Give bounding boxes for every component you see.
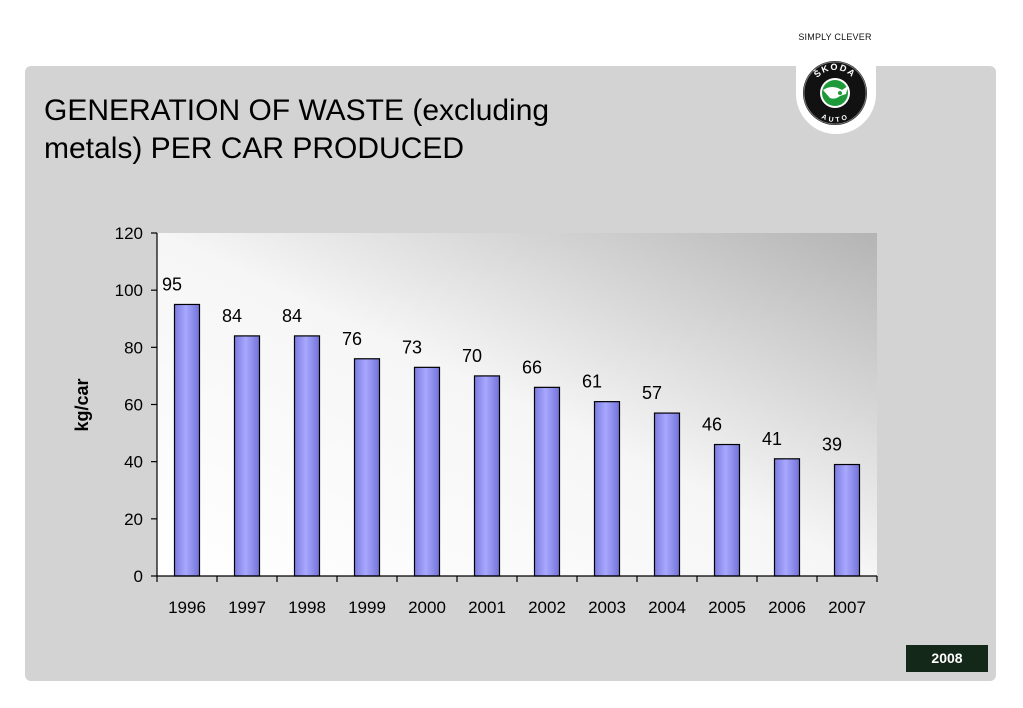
logo-bottom-text: AUTO — [820, 113, 848, 124]
bar-2004 — [653, 412, 681, 577]
data-label-2003: 61 — [582, 372, 602, 392]
data-label-2005: 46 — [702, 415, 722, 435]
data-label-1999: 76 — [342, 329, 362, 349]
bar-1999 — [353, 358, 381, 577]
slide-title-line1: GENERATION OF WASTE (excluding — [44, 94, 550, 127]
x-tick-label-1998: 1998 — [288, 598, 326, 617]
y-tick-label-60: 60 — [124, 396, 143, 415]
bar-2003 — [593, 401, 621, 577]
bar-1996 — [173, 303, 201, 577]
data-label-2001: 70 — [462, 346, 482, 366]
x-tick-label-2004: 2004 — [648, 598, 686, 617]
x-tick-label-1997: 1997 — [228, 598, 266, 617]
y-axis-title: kg/car — [72, 378, 92, 431]
y-tick-label-20: 20 — [124, 510, 143, 529]
x-tick-label-2005: 2005 — [708, 598, 746, 617]
bar-2005 — [713, 443, 741, 577]
bar-2002 — [533, 386, 561, 577]
x-tick-label-1999: 1999 — [348, 598, 386, 617]
data-label-2000: 73 — [402, 337, 422, 357]
bar-1997 — [233, 335, 261, 577]
x-tick-label-1996: 1996 — [168, 598, 206, 617]
data-label-2004: 57 — [642, 383, 662, 403]
skoda-logo-icon: ŠKODA AUTO — [803, 61, 867, 125]
x-tick-label-2002: 2002 — [528, 598, 566, 617]
x-tick-label-2000: 2000 — [408, 598, 446, 617]
bar-2000 — [413, 366, 441, 577]
y-tick-label-100: 100 — [115, 281, 143, 300]
plot-area — [157, 233, 877, 576]
x-tick-label-2003: 2003 — [588, 598, 626, 617]
year-badge: 2008 — [906, 645, 988, 672]
svg-text:AUTO: AUTO — [820, 113, 850, 124]
data-label-2002: 66 — [522, 357, 542, 377]
data-label-2007: 39 — [822, 435, 842, 455]
bar-2007 — [833, 463, 861, 577]
y-tick-label-120: 120 — [115, 224, 143, 243]
data-label-1998: 84 — [282, 306, 302, 326]
y-tick-label-40: 40 — [124, 453, 143, 472]
data-label-2006: 41 — [762, 429, 782, 449]
bar-1998 — [293, 335, 321, 577]
y-tick-label-80: 80 — [124, 338, 143, 357]
x-tick-label-2007: 2007 — [828, 598, 866, 617]
x-tick-label-2001: 2001 — [468, 598, 506, 617]
data-label-1996: 95 — [162, 274, 182, 294]
bar-2001 — [473, 375, 501, 577]
slide-title-line2: metals) PER CAR PRODUCED — [44, 132, 465, 165]
bar-2006 — [773, 458, 801, 577]
y-tick-label-0: 0 — [134, 567, 143, 586]
slide-title: GENERATION OF WASTE (excluding metals) P… — [44, 92, 684, 168]
data-label-1997: 84 — [222, 306, 242, 326]
slogan: SIMPLY CLEVER — [798, 32, 872, 42]
x-tick-label-2006: 2006 — [768, 598, 806, 617]
